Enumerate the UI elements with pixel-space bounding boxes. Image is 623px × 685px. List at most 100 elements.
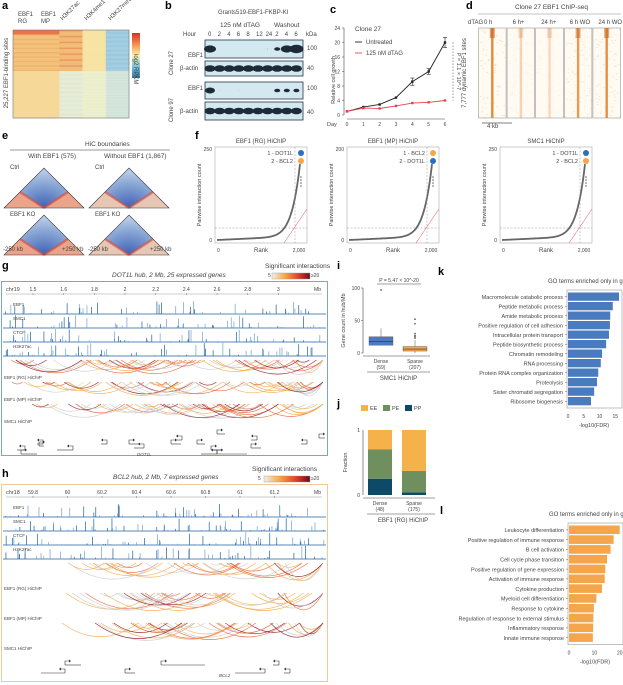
heatmap-cell (13, 37, 37, 40)
x-tick-count: (48) (376, 507, 385, 513)
x-tick-count: (175) (408, 507, 420, 513)
heatmap-cell (13, 116, 37, 119)
chip-signal-speckle (561, 106, 563, 108)
x-tick-label: 0 (217, 248, 220, 254)
heatmap-cell (82, 78, 107, 81)
interaction-arc (202, 562, 291, 580)
heatmap-cell (105, 43, 130, 45)
heatmap-cell (82, 32, 107, 35)
panel-label-l: l (440, 505, 444, 517)
x-axis-label: Rank (539, 248, 554, 254)
hic-row-ctrl: Ctrl (95, 165, 105, 171)
hic-stripe (104, 237, 130, 257)
chip-signal-speckle (594, 58, 596, 60)
blot-band (204, 45, 216, 53)
outlier-point (585, 179, 587, 181)
chip-signal-speckle (608, 44, 610, 46)
heatmap-cell (36, 69, 60, 72)
stacked-segment (402, 430, 426, 471)
chip-signal-speckle (565, 44, 568, 46)
heatmap-cell (13, 71, 37, 73)
heatmap-cell (59, 116, 83, 119)
chip-signal-speckle (590, 108, 592, 110)
category-label: Regulation of response to external stimu… (459, 616, 565, 622)
heatmap-cell (105, 84, 130, 87)
blot-band (204, 65, 216, 72)
heatmap-cell (82, 112, 107, 114)
x-tick-label: 5 (427, 122, 430, 128)
bar (569, 633, 593, 642)
x-axis-label: -log10(FDR) (580, 660, 610, 666)
chip-signal-speckle (572, 62, 575, 64)
blot-row-label: β-actin (180, 66, 199, 72)
locus-frame (1, 281, 328, 456)
chip-signal-speckle (494, 64, 497, 66)
col-label-line: RG (18, 19, 27, 25)
chip-signal-speckle (581, 63, 584, 65)
box (402, 346, 428, 352)
go-dense-barchart: GO terms enriched only in gene-dense hub… (478, 279, 623, 429)
tangent-line (568, 208, 593, 244)
x-tick-label: 1 (362, 122, 365, 128)
heatmap-cell (82, 93, 107, 95)
plot-frame (499, 146, 593, 244)
interaction-arc (251, 592, 310, 604)
interaction-arc (234, 359, 280, 369)
heatmap-cell (105, 110, 130, 113)
highlight-label: 2 - BCL2 (271, 159, 293, 165)
heatmap-cell (59, 47, 83, 50)
heatmap-cell (36, 103, 60, 106)
interaction-arc (116, 359, 194, 375)
chip-signal-speckle (498, 86, 501, 88)
heatmap-cell (59, 101, 83, 104)
heatmap-cell (13, 56, 37, 59)
chip-signal-speckle (483, 31, 486, 33)
panel-label-i: i (337, 260, 341, 272)
chip-signal-speckle (548, 105, 550, 107)
stacked-segment (402, 470, 426, 493)
heatmap-cell (82, 76, 107, 79)
interaction-arc (198, 381, 217, 386)
heatmap-cell (13, 79, 37, 82)
chip-signal-speckle (600, 111, 603, 113)
x-tick-label: 5 (582, 414, 585, 420)
chip-signal-top (489, 28, 495, 38)
heatmap-cell (36, 110, 60, 113)
chip-ylabel: 7,777 dynamic EBF1 sites (461, 38, 468, 108)
highlight-label: 2 - BCL2 (556, 159, 578, 165)
heatmap-cell (13, 90, 37, 92)
chip-signal-speckle (538, 55, 541, 57)
heatmap-cell (36, 53, 60, 56)
data-point (427, 101, 430, 104)
heatmap-cell (36, 46, 60, 48)
heatmap-cell (82, 96, 107, 98)
heatmap-cell (82, 46, 107, 48)
chip-signal-speckle (612, 42, 615, 44)
chip-signal-speckle (515, 109, 518, 111)
heatmap-cell (36, 91, 60, 94)
chip-signal-speckle (584, 46, 587, 48)
outlier (414, 322, 416, 325)
heatmap-cell (13, 65, 37, 67)
chip-signal-speckle (512, 87, 515, 88)
chip-signal-speckle (496, 42, 499, 44)
interaction-arc (36, 403, 58, 409)
blot-hour-tick: 2 (217, 32, 221, 38)
heatmap-cell (105, 38, 130, 41)
chip-signal-speckle (493, 102, 495, 104)
interaction-arc (238, 359, 317, 375)
heatmap-cell (105, 88, 130, 91)
chip-signal-speckle (617, 92, 619, 94)
chip-signal-speckle (532, 82, 535, 84)
chip-signal-speckle (579, 54, 582, 56)
interaction-arc (27, 381, 85, 393)
tss-arrowhead (211, 448, 213, 452)
heatmap-cell (105, 82, 130, 85)
heatmap-cell (13, 87, 37, 89)
hic-outline (88, 214, 170, 256)
heatmap-cell (36, 90, 60, 92)
y-tick-label: 0 (341, 238, 344, 244)
chip-signal-speckle (516, 42, 518, 44)
heatmap-cell (36, 75, 60, 78)
chip-signal-speckle (604, 52, 606, 54)
